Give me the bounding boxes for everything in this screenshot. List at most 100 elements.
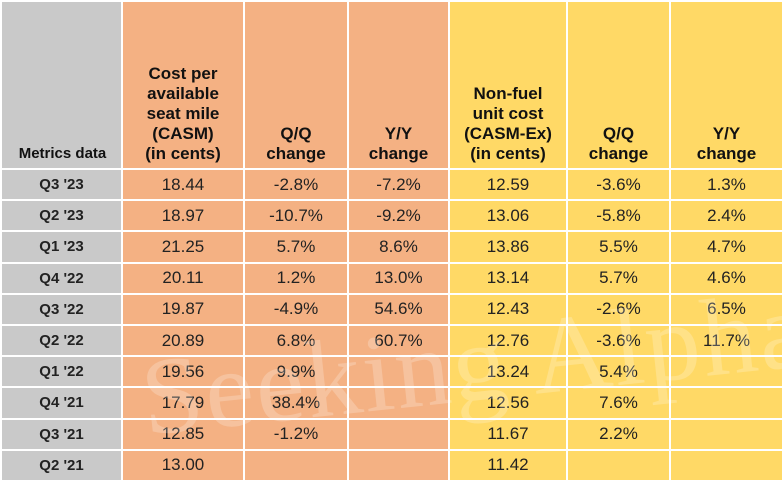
casm-yy-change-cell xyxy=(347,417,450,451)
row-label-cell: Q3 '22 xyxy=(0,292,123,326)
casm-qq-change-cell xyxy=(243,448,349,482)
casm-ex-yy-change-cell: 6.5% xyxy=(669,292,782,326)
casm-ex-qq-change-cell: 7.6% xyxy=(566,386,671,420)
row-label-cell: Q3 '23 xyxy=(0,167,123,202)
row-label-cell: Q1 '22 xyxy=(0,355,123,389)
header-line: Metrics data xyxy=(18,145,107,162)
casm-ex-qq-change-cell: -3.6% xyxy=(566,167,671,202)
table-row: Q2 '22 20.89 6.8% 60.7% 12.76 -3.6% 11.7% xyxy=(0,323,782,358)
table-row: Q3 '22 19.87 -4.9% 54.6% 12.43 -2.6% 6.5% xyxy=(0,292,782,326)
casm-value-cell: 21.25 xyxy=(121,230,245,264)
casm-qq-change-cell: 6.8% xyxy=(243,323,349,358)
casm-ex-value-cell: 12.56 xyxy=(448,386,568,420)
header-line: (in cents) xyxy=(470,144,546,163)
table-row: Q2 '23 18.97 -10.7% -9.2% 13.06 -5.8% 2.4% xyxy=(0,199,782,233)
row-label-cell: Q3 '21 xyxy=(0,417,123,451)
casm-value-cell: 17.79 xyxy=(121,386,245,420)
header-casm: Cost per available seat mile (CASM) (in cent… xyxy=(121,0,245,170)
casm-ex-value-cell: 12.43 xyxy=(448,292,568,326)
casm-ex-value-cell: 12.59 xyxy=(448,167,568,202)
row-label-cell: Q2 '21 xyxy=(0,448,123,482)
casm-yy-change-cell: 8.6% xyxy=(347,230,450,264)
casm-ex-value-cell: 13.06 xyxy=(448,199,568,233)
header-casm-yy-change: Y/Y change xyxy=(347,0,450,170)
casm-yy-change-cell: -9.2% xyxy=(347,199,450,233)
header-line: change xyxy=(266,144,326,163)
header-casm-ex: Non-fuel unit cost (CASM-Ex) (in cents) xyxy=(448,0,568,170)
casm-ex-yy-change-cell: 4.7% xyxy=(669,230,782,264)
casm-yy-change-cell xyxy=(347,448,450,482)
casm-value-cell: 19.56 xyxy=(121,355,245,389)
header-line: Q/Q xyxy=(280,124,312,143)
casm-qq-change-cell: -4.9% xyxy=(243,292,349,326)
casm-qq-change-cell: 9.9% xyxy=(243,355,349,389)
casm-ex-value-cell: 13.14 xyxy=(448,261,568,295)
header-line: Q/Q xyxy=(602,124,635,143)
casm-ex-value-cell: 12.76 xyxy=(448,323,568,358)
casm-ex-qq-change-cell: -3.6% xyxy=(566,323,671,358)
header-line: (CASM-Ex) xyxy=(464,124,552,143)
casm-ex-yy-change-cell: 1.3% xyxy=(669,167,782,202)
casm-ex-qq-change-cell: -2.6% xyxy=(566,292,671,326)
casm-qq-change-cell: 38.4% xyxy=(243,386,349,420)
casm-yy-change-cell xyxy=(347,386,450,420)
casm-ex-yy-change-cell: 4.6% xyxy=(669,261,782,295)
header-line: Non-fuel xyxy=(473,84,543,103)
casm-yy-change-cell: 54.6% xyxy=(347,292,450,326)
casm-value-cell: 20.89 xyxy=(121,323,245,358)
header-line: change xyxy=(588,144,649,163)
casm-ex-qq-change-cell: 5.5% xyxy=(566,230,671,264)
header-casm-qq-change: Q/Q change xyxy=(243,0,349,170)
table-row: Q1 '23 21.25 5.7% 8.6% 13.86 5.5% 4.7% xyxy=(0,230,782,264)
casm-value-cell: 13.00 xyxy=(121,448,245,482)
casm-ex-qq-change-cell: 5.7% xyxy=(566,261,671,295)
casm-ex-qq-change-cell: 2.2% xyxy=(566,417,671,451)
casm-qq-change-cell: 5.7% xyxy=(243,230,349,264)
header-line: Y/Y xyxy=(712,124,741,143)
casm-qq-change-cell: -1.2% xyxy=(243,417,349,451)
casm-value-cell: 12.85 xyxy=(121,417,245,451)
casm-ex-yy-change-cell xyxy=(669,448,782,482)
header-line: (CASM) xyxy=(152,124,214,143)
header-line: change xyxy=(696,144,757,163)
header-line: seat mile xyxy=(146,104,220,123)
header-line: unit cost xyxy=(472,104,544,123)
casm-value-cell: 18.97 xyxy=(121,199,245,233)
casm-ex-yy-change-cell xyxy=(669,355,782,389)
header-line: Y/Y xyxy=(384,124,413,143)
casm-qq-change-cell: -10.7% xyxy=(243,199,349,233)
casm-yy-change-cell: 13.0% xyxy=(347,261,450,295)
header-metrics-data: Metrics data xyxy=(0,0,123,170)
casm-yy-change-cell: 60.7% xyxy=(347,323,450,358)
casm-qq-change-cell: -2.8% xyxy=(243,167,349,202)
casm-value-cell: 19.87 xyxy=(121,292,245,326)
table-row: Q1 '22 19.56 9.9% 13.24 5.4% xyxy=(0,355,782,389)
table-row: Q4 '21 17.79 38.4% 12.56 7.6% xyxy=(0,386,782,420)
header-row: Metrics data Cost per available seat mile(… xyxy=(0,0,782,170)
casm-qq-change-cell: 1.2% xyxy=(243,261,349,295)
casm-ex-value-cell: 13.86 xyxy=(448,230,568,264)
header-line: (in cents) xyxy=(145,144,221,163)
header-line: Cost per xyxy=(148,64,218,83)
casm-ex-yy-change-cell: 2.4% xyxy=(669,199,782,233)
casm-ex-yy-change-cell xyxy=(669,417,782,451)
header-casm-ex-yy-change: Y/Y change xyxy=(669,0,782,170)
header-line: available xyxy=(147,84,219,103)
row-label-cell: Q4 '21 xyxy=(0,386,123,420)
header-casm-ex-qq-change: Q/Q change xyxy=(566,0,671,170)
casm-ex-qq-change-cell: -5.8% xyxy=(566,199,671,233)
casm-value-cell: 20.11 xyxy=(121,261,245,295)
casm-ex-qq-change-cell xyxy=(566,448,671,482)
table-row: Q4 '22 20.11 1.2% 13.0% 13.14 5.7% 4.6% xyxy=(0,261,782,295)
row-label-cell: Q2 '23 xyxy=(0,199,123,233)
casm-value-cell: 18.44 xyxy=(121,167,245,202)
casm-yy-change-cell xyxy=(347,355,450,389)
casm-ex-yy-change-cell: 11.7% xyxy=(669,323,782,358)
casm-ex-qq-change-cell: 5.4% xyxy=(566,355,671,389)
table-row: Q2 '21 13.00 11.42 xyxy=(0,448,782,482)
casm-yy-change-cell: -7.2% xyxy=(347,167,450,202)
table-row: Q3 '23 18.44 -2.8% -7.2% 12.59 -3.6% 1.3% xyxy=(0,167,782,202)
casm-ex-value-cell: 13.24 xyxy=(448,355,568,389)
